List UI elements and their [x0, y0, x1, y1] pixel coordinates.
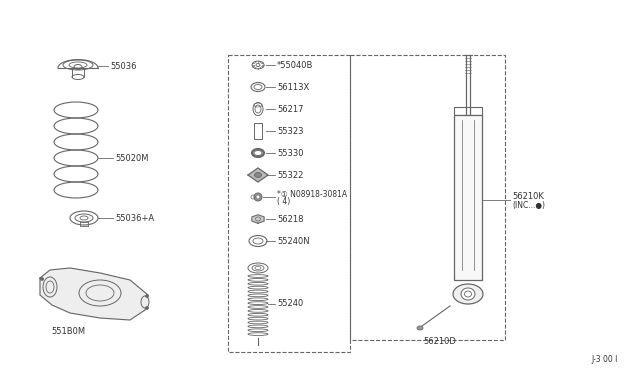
Text: 55322: 55322	[277, 170, 303, 180]
Text: (INC...●): (INC...●)	[512, 201, 545, 209]
Ellipse shape	[40, 278, 44, 280]
Bar	[228, 55, 350, 352]
Ellipse shape	[43, 277, 57, 297]
Text: 56210D: 56210D	[424, 337, 456, 346]
Ellipse shape	[252, 149, 264, 157]
Bar	[454, 115, 482, 280]
Ellipse shape	[145, 295, 148, 298]
Ellipse shape	[453, 284, 483, 304]
Text: ( 4): ( 4)	[277, 196, 291, 205]
Ellipse shape	[417, 326, 423, 330]
Text: 56217: 56217	[277, 105, 303, 113]
Bar	[254, 123, 262, 139]
Polygon shape	[40, 268, 148, 320]
Ellipse shape	[256, 195, 260, 199]
Text: 55240: 55240	[277, 299, 303, 308]
Text: *55040B: *55040B	[277, 61, 314, 70]
Text: *① N08918-3081A: *① N08918-3081A	[277, 189, 347, 199]
Polygon shape	[252, 215, 264, 223]
Ellipse shape	[86, 285, 114, 301]
Ellipse shape	[254, 151, 262, 155]
Text: 55240N: 55240N	[277, 237, 310, 246]
Ellipse shape	[145, 307, 148, 310]
Text: 55323: 55323	[277, 126, 303, 135]
Text: 551B0M: 551B0M	[51, 327, 85, 337]
Ellipse shape	[141, 296, 149, 308]
Ellipse shape	[255, 173, 262, 177]
Ellipse shape	[79, 280, 121, 306]
Text: 56210K: 56210K	[512, 192, 544, 201]
Text: 55036+A: 55036+A	[115, 214, 154, 222]
Text: J-3 00 I: J-3 00 I	[591, 356, 618, 365]
Polygon shape	[248, 168, 268, 182]
Text: 56113X: 56113X	[277, 83, 309, 92]
Ellipse shape	[461, 288, 475, 300]
Text: 55036: 55036	[110, 61, 136, 71]
Text: 55020M: 55020M	[115, 154, 148, 163]
Text: 56218: 56218	[277, 215, 303, 224]
Text: 55330: 55330	[277, 148, 303, 157]
Bar	[454, 107, 482, 115]
Ellipse shape	[254, 193, 262, 201]
Bar	[350, 55, 505, 340]
